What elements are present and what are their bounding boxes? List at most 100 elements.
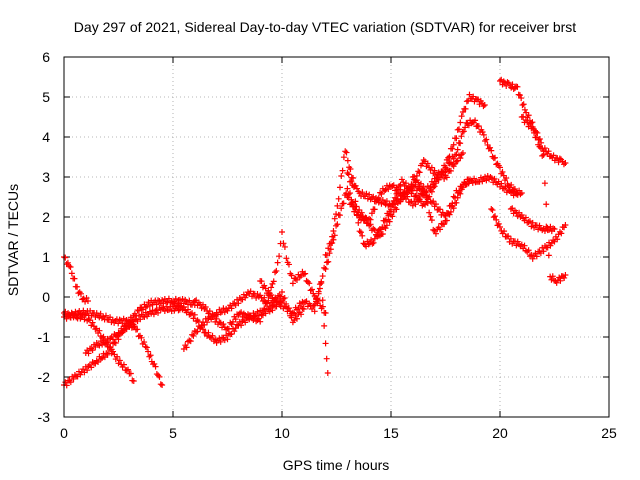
data-point xyxy=(540,248,547,255)
data-point xyxy=(242,312,249,319)
data-point xyxy=(107,344,114,351)
data-point xyxy=(338,205,345,212)
data-point xyxy=(548,276,555,283)
data-point xyxy=(96,327,103,334)
data-point xyxy=(127,370,134,377)
data-point xyxy=(437,226,444,233)
data-point xyxy=(244,311,251,318)
data-point xyxy=(457,140,464,147)
data-point xyxy=(501,228,508,235)
data-point xyxy=(536,136,543,143)
data-point xyxy=(279,289,285,296)
data-point xyxy=(212,336,219,343)
data-point xyxy=(344,185,351,192)
data-point xyxy=(499,168,506,175)
data-point xyxy=(450,155,457,162)
data-point xyxy=(304,303,311,310)
data-point xyxy=(261,282,268,289)
data-point xyxy=(382,225,389,232)
data-point xyxy=(151,360,158,367)
data-point xyxy=(525,219,532,226)
data-point xyxy=(73,312,80,319)
data-point xyxy=(428,188,435,195)
data-point xyxy=(142,343,149,350)
data-point xyxy=(191,311,198,318)
data-point xyxy=(254,308,261,315)
data-point xyxy=(514,190,521,196)
data-point xyxy=(138,334,145,341)
data-point xyxy=(383,222,390,229)
data-point xyxy=(432,230,439,237)
data-point xyxy=(257,307,264,314)
data-point xyxy=(97,310,104,317)
data-point xyxy=(452,152,459,159)
data-point xyxy=(522,214,529,221)
data-point xyxy=(205,329,212,336)
data-point xyxy=(514,83,521,90)
data-point xyxy=(246,316,253,323)
data-point xyxy=(279,229,285,236)
data-point xyxy=(289,280,296,287)
data-point xyxy=(390,201,397,208)
data-point xyxy=(324,370,331,376)
data-point xyxy=(424,160,431,167)
data-point xyxy=(454,146,461,153)
data-point xyxy=(189,331,196,338)
data-point xyxy=(459,184,466,191)
data-point xyxy=(541,227,548,234)
data-point xyxy=(101,337,108,344)
data-point xyxy=(553,279,560,286)
data-point xyxy=(545,252,552,259)
data-point xyxy=(191,298,198,304)
data-point xyxy=(304,278,311,285)
data-point xyxy=(110,348,117,355)
data-point xyxy=(210,313,217,320)
data-point xyxy=(457,119,464,126)
data-point xyxy=(257,318,264,325)
data-point xyxy=(197,325,204,332)
data-point xyxy=(408,190,415,197)
data-point xyxy=(457,155,464,162)
data-point xyxy=(453,135,460,142)
data-point xyxy=(350,183,357,190)
data-point xyxy=(123,316,130,323)
data-point xyxy=(537,145,544,152)
data-point xyxy=(330,236,337,243)
data-point xyxy=(398,192,405,199)
data-point xyxy=(355,219,362,226)
data-point xyxy=(476,101,483,108)
data-point xyxy=(240,310,247,317)
data-point xyxy=(417,180,424,187)
data-point xyxy=(336,212,343,219)
data-point xyxy=(533,134,540,141)
data-point xyxy=(495,220,502,227)
data-point xyxy=(535,226,542,233)
data-point xyxy=(462,105,469,112)
data-point xyxy=(272,294,279,301)
data-point xyxy=(322,266,329,272)
data-point xyxy=(383,198,390,205)
data-point xyxy=(513,191,520,198)
data-point xyxy=(183,344,190,351)
data-point xyxy=(426,209,433,216)
data-point xyxy=(447,208,454,215)
data-point xyxy=(302,298,309,305)
data-point xyxy=(453,158,460,165)
data-point xyxy=(274,299,281,306)
data-point xyxy=(507,206,514,212)
data-point xyxy=(424,200,431,207)
data-point xyxy=(469,179,476,186)
x-tick-label: 0 xyxy=(60,425,68,441)
data-point xyxy=(518,211,525,218)
data-point xyxy=(183,298,190,305)
data-point xyxy=(198,305,205,312)
data-point xyxy=(225,325,232,332)
data-point xyxy=(493,216,500,223)
data-point xyxy=(373,198,380,205)
data-point xyxy=(227,319,234,326)
data-point xyxy=(359,213,366,220)
data-point xyxy=(325,258,332,265)
data-point xyxy=(350,175,357,182)
data-point xyxy=(206,308,213,315)
data-point xyxy=(364,219,371,226)
